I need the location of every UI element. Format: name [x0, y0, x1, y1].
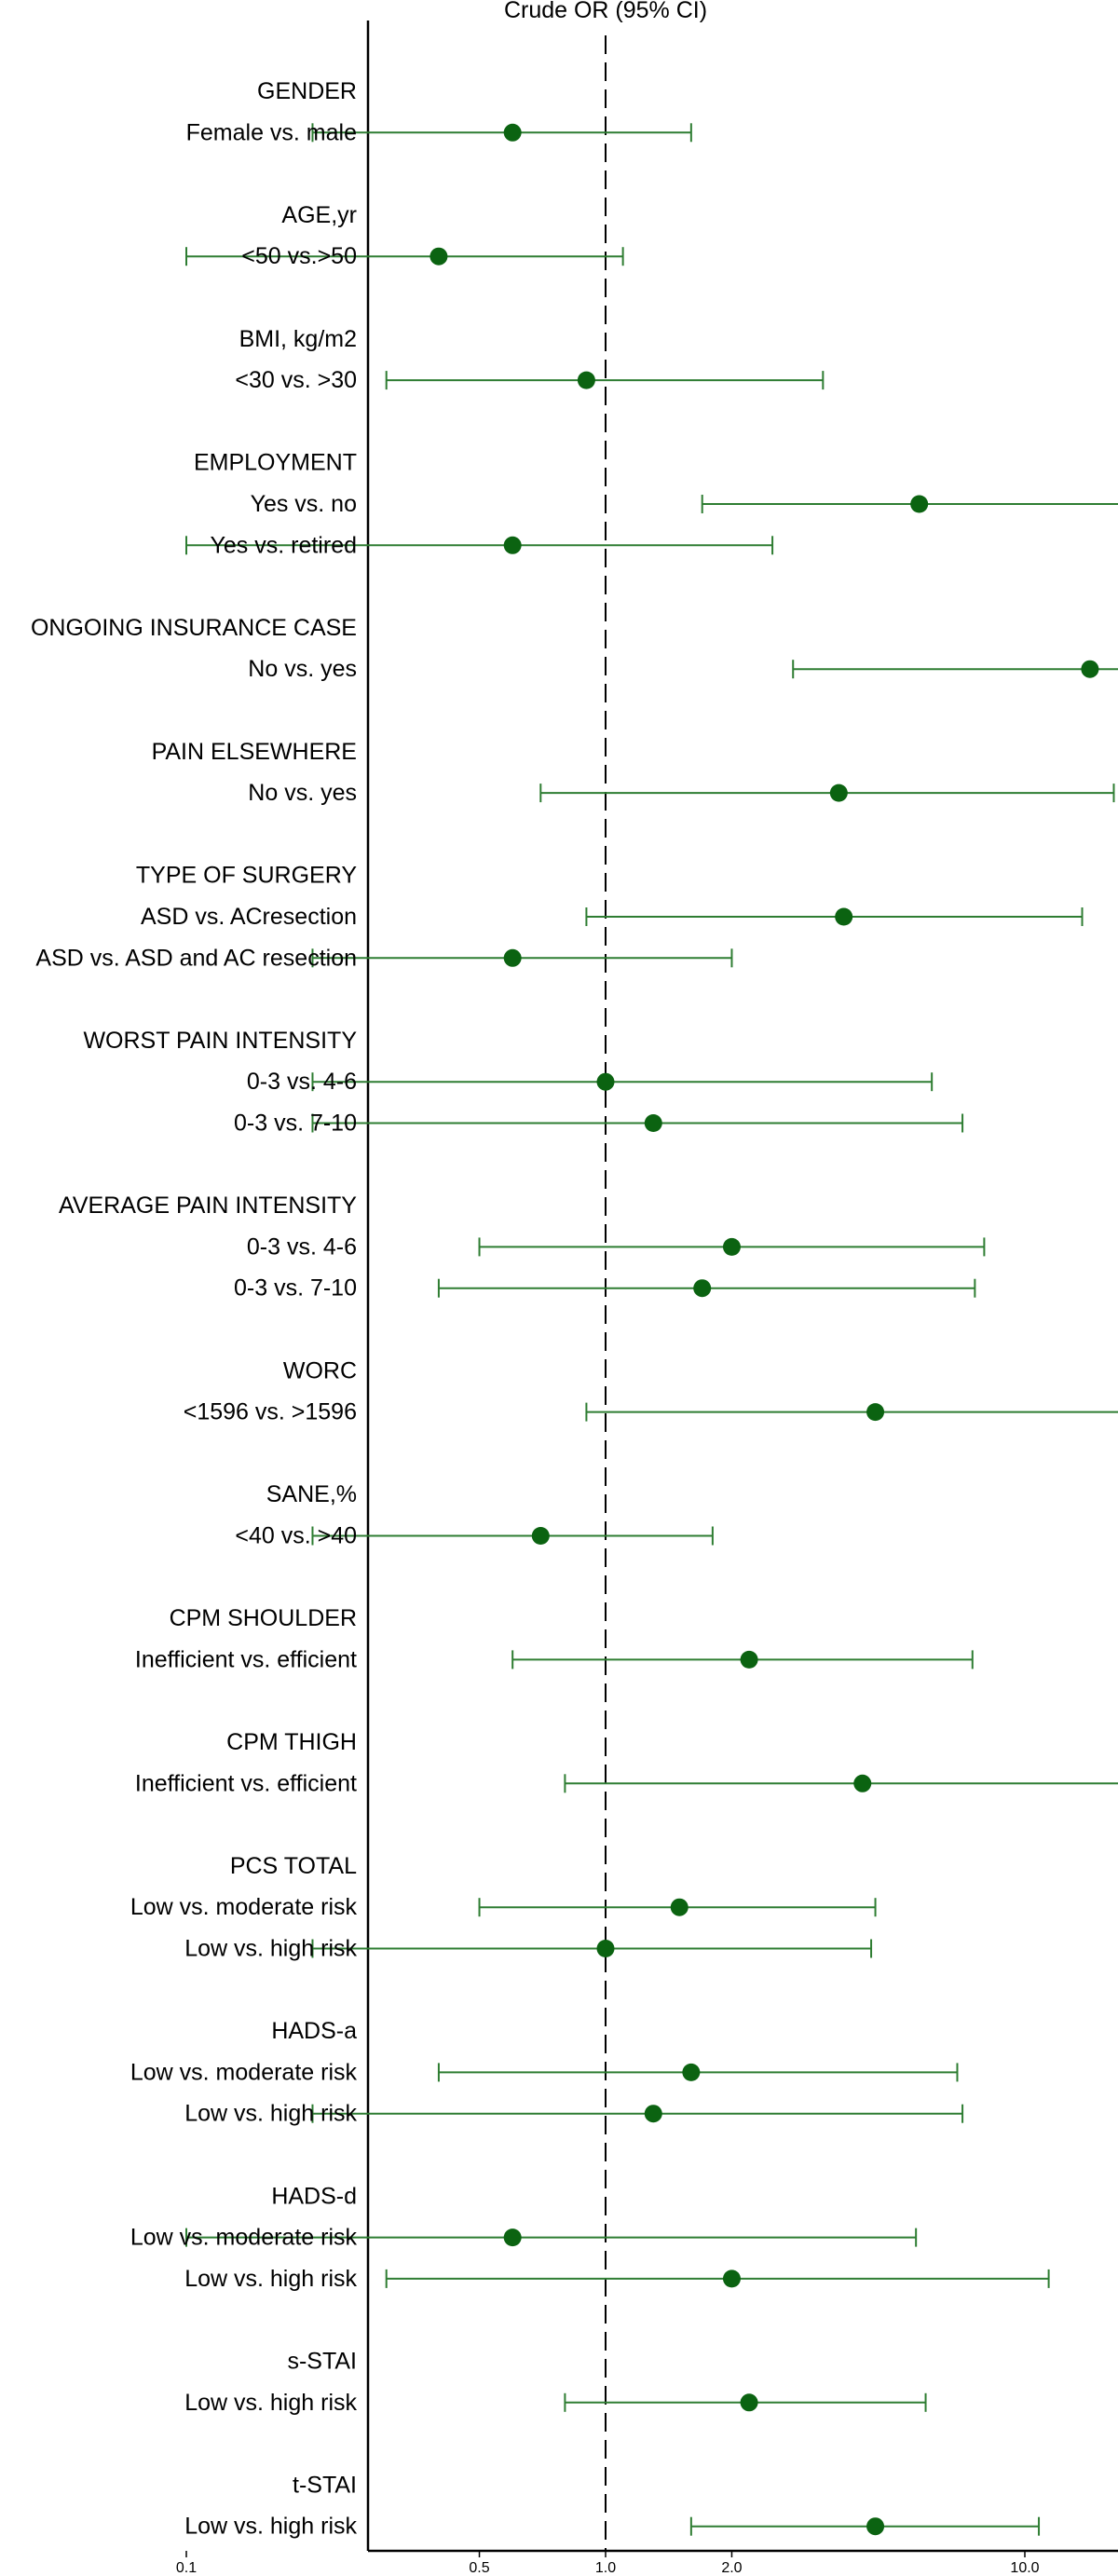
group-label: CPM THIGH: [226, 1729, 357, 1755]
ci-interval: [185, 2228, 918, 2247]
or-point: [503, 536, 522, 554]
or-point: [644, 2105, 662, 2123]
group-label: AVERAGE PAIN INTENSITY: [59, 1193, 357, 1219]
ci-interval: [311, 2104, 964, 2123]
row-label: Low vs. moderate risk: [130, 1894, 358, 1920]
group-label: BMI, kg/m2: [239, 326, 357, 352]
or-point: [596, 1072, 615, 1091]
ci-interval: [311, 1113, 964, 1133]
row-label: ASD vs. ASD and AC resection: [35, 945, 357, 971]
group-label: PCS TOTAL: [230, 1853, 357, 1879]
or-point: [503, 123, 522, 142]
or-point: [866, 1403, 885, 1422]
group-label: AGE,yr: [281, 202, 357, 228]
row-label: Yes vs. no: [251, 491, 357, 517]
group-label: PAIN ELSEWHERE: [152, 739, 357, 765]
x-tick-label: 0.1: [176, 2560, 197, 2576]
x-tick-label: 1.0: [595, 2560, 616, 2576]
group-label: TYPE OF SURGERY: [136, 863, 357, 889]
labels-layer: GENDER Female vs. male AGE,yr <50 vs.>50 BMI…: [31, 78, 358, 2540]
row-label: Low vs. high risk: [184, 1936, 357, 1962]
ci-interval: [185, 247, 624, 266]
x-tick-label: 0.5: [469, 2560, 489, 2576]
row-label: Low vs. high risk: [184, 2266, 357, 2292]
or-point: [910, 495, 929, 513]
ci-interval: [311, 1072, 934, 1092]
group-label: HADS-d: [271, 2183, 357, 2209]
axes: Crude OR (95% CI): [366, 0, 1118, 2553]
or-point: [577, 371, 595, 389]
ci-interval: [792, 660, 1118, 679]
or-point: [693, 1279, 712, 1298]
group-label: WORC: [283, 1357, 357, 1383]
chart-title: Crude OR (95% CI): [504, 0, 707, 23]
row-label: No vs. yes: [248, 780, 357, 806]
group-label: SANE,%: [266, 1481, 357, 1507]
ci-interval: [311, 123, 692, 143]
row-label: ASD vs. ACresection: [141, 904, 357, 930]
row-label: Low vs. moderate risk: [130, 2225, 358, 2251]
group-label: HADS-a: [271, 2018, 357, 2044]
or-point: [740, 1650, 758, 1669]
ci-interval: [311, 1526, 714, 1546]
row-label: <40 vs. >40: [235, 1523, 357, 1549]
row-label: Low vs. high risk: [184, 2514, 357, 2540]
ci-interval: [585, 907, 1084, 926]
or-point: [722, 1237, 741, 1256]
row-label: Inefficient vs. efficient: [135, 1770, 357, 1796]
or-point: [531, 1527, 550, 1545]
or-point: [1081, 660, 1099, 678]
ci-interval: [585, 1402, 1118, 1422]
ci-interval: [311, 948, 733, 968]
or-point: [503, 2228, 522, 2247]
group-label: WORST PAIN INTENSITY: [83, 1028, 357, 1054]
ci-interval: [185, 536, 774, 555]
ticks-layer: 0.10.51.02.010.030.080.0: [176, 2551, 1040, 2576]
group-label: t-STAI: [293, 2472, 357, 2498]
x-tick-label: 10.0: [1010, 2560, 1039, 2576]
ci-interval: [311, 1939, 873, 1958]
ci-interval: [385, 2269, 1050, 2288]
row-label: 0-3 vs. 4-6: [247, 1069, 357, 1095]
or-point: [644, 1114, 662, 1132]
or-point: [853, 1774, 872, 1792]
row-label: Low vs. high risk: [184, 2101, 357, 2127]
or-point: [503, 948, 522, 967]
ci-interval: [564, 1774, 1118, 1793]
group-label: ONGOING INSURANCE CASE: [31, 615, 357, 641]
ci-interval: [539, 784, 1115, 803]
row-label: 0-3 vs. 7-10: [234, 1111, 357, 1137]
or-point: [866, 2517, 885, 2536]
row-label: Low vs. moderate risk: [130, 2059, 358, 2085]
ci-interval: [385, 371, 825, 390]
row-label: Yes vs. retired: [211, 532, 357, 558]
row-label: Inefficient vs. efficient: [135, 1646, 357, 1672]
or-point: [835, 907, 853, 926]
row-label: Low vs. high risk: [184, 2390, 357, 2416]
or-point: [722, 2269, 741, 2288]
or-point: [670, 1898, 689, 1916]
row-label: No vs. yes: [248, 656, 357, 682]
group-label: GENDER: [257, 78, 357, 104]
ci-interval: [689, 2516, 1041, 2536]
or-point: [429, 247, 448, 266]
row-label: 0-3 vs. 7-10: [234, 1275, 357, 1302]
x-tick-label: 2.0: [721, 2560, 742, 2576]
row-label: <50 vs.>50: [241, 243, 357, 269]
row-label: 0-3 vs. 4-6: [247, 1233, 357, 1260]
group-label: CPM SHOULDER: [170, 1605, 357, 1631]
row-label: <1596 vs. >1596: [184, 1399, 357, 1425]
or-point: [682, 2063, 701, 2081]
group-label: EMPLOYMENT: [194, 450, 357, 476]
or-point: [829, 784, 848, 802]
row-label: <30 vs. >30: [235, 367, 357, 393]
or-point: [596, 1940, 615, 1957]
row-label: Female vs. male: [186, 119, 357, 145]
ci-interval: [701, 495, 1118, 513]
marks-layer: [185, 123, 1118, 2536]
or-point: [740, 2393, 758, 2412]
group-label: s-STAI: [287, 2349, 357, 2375]
